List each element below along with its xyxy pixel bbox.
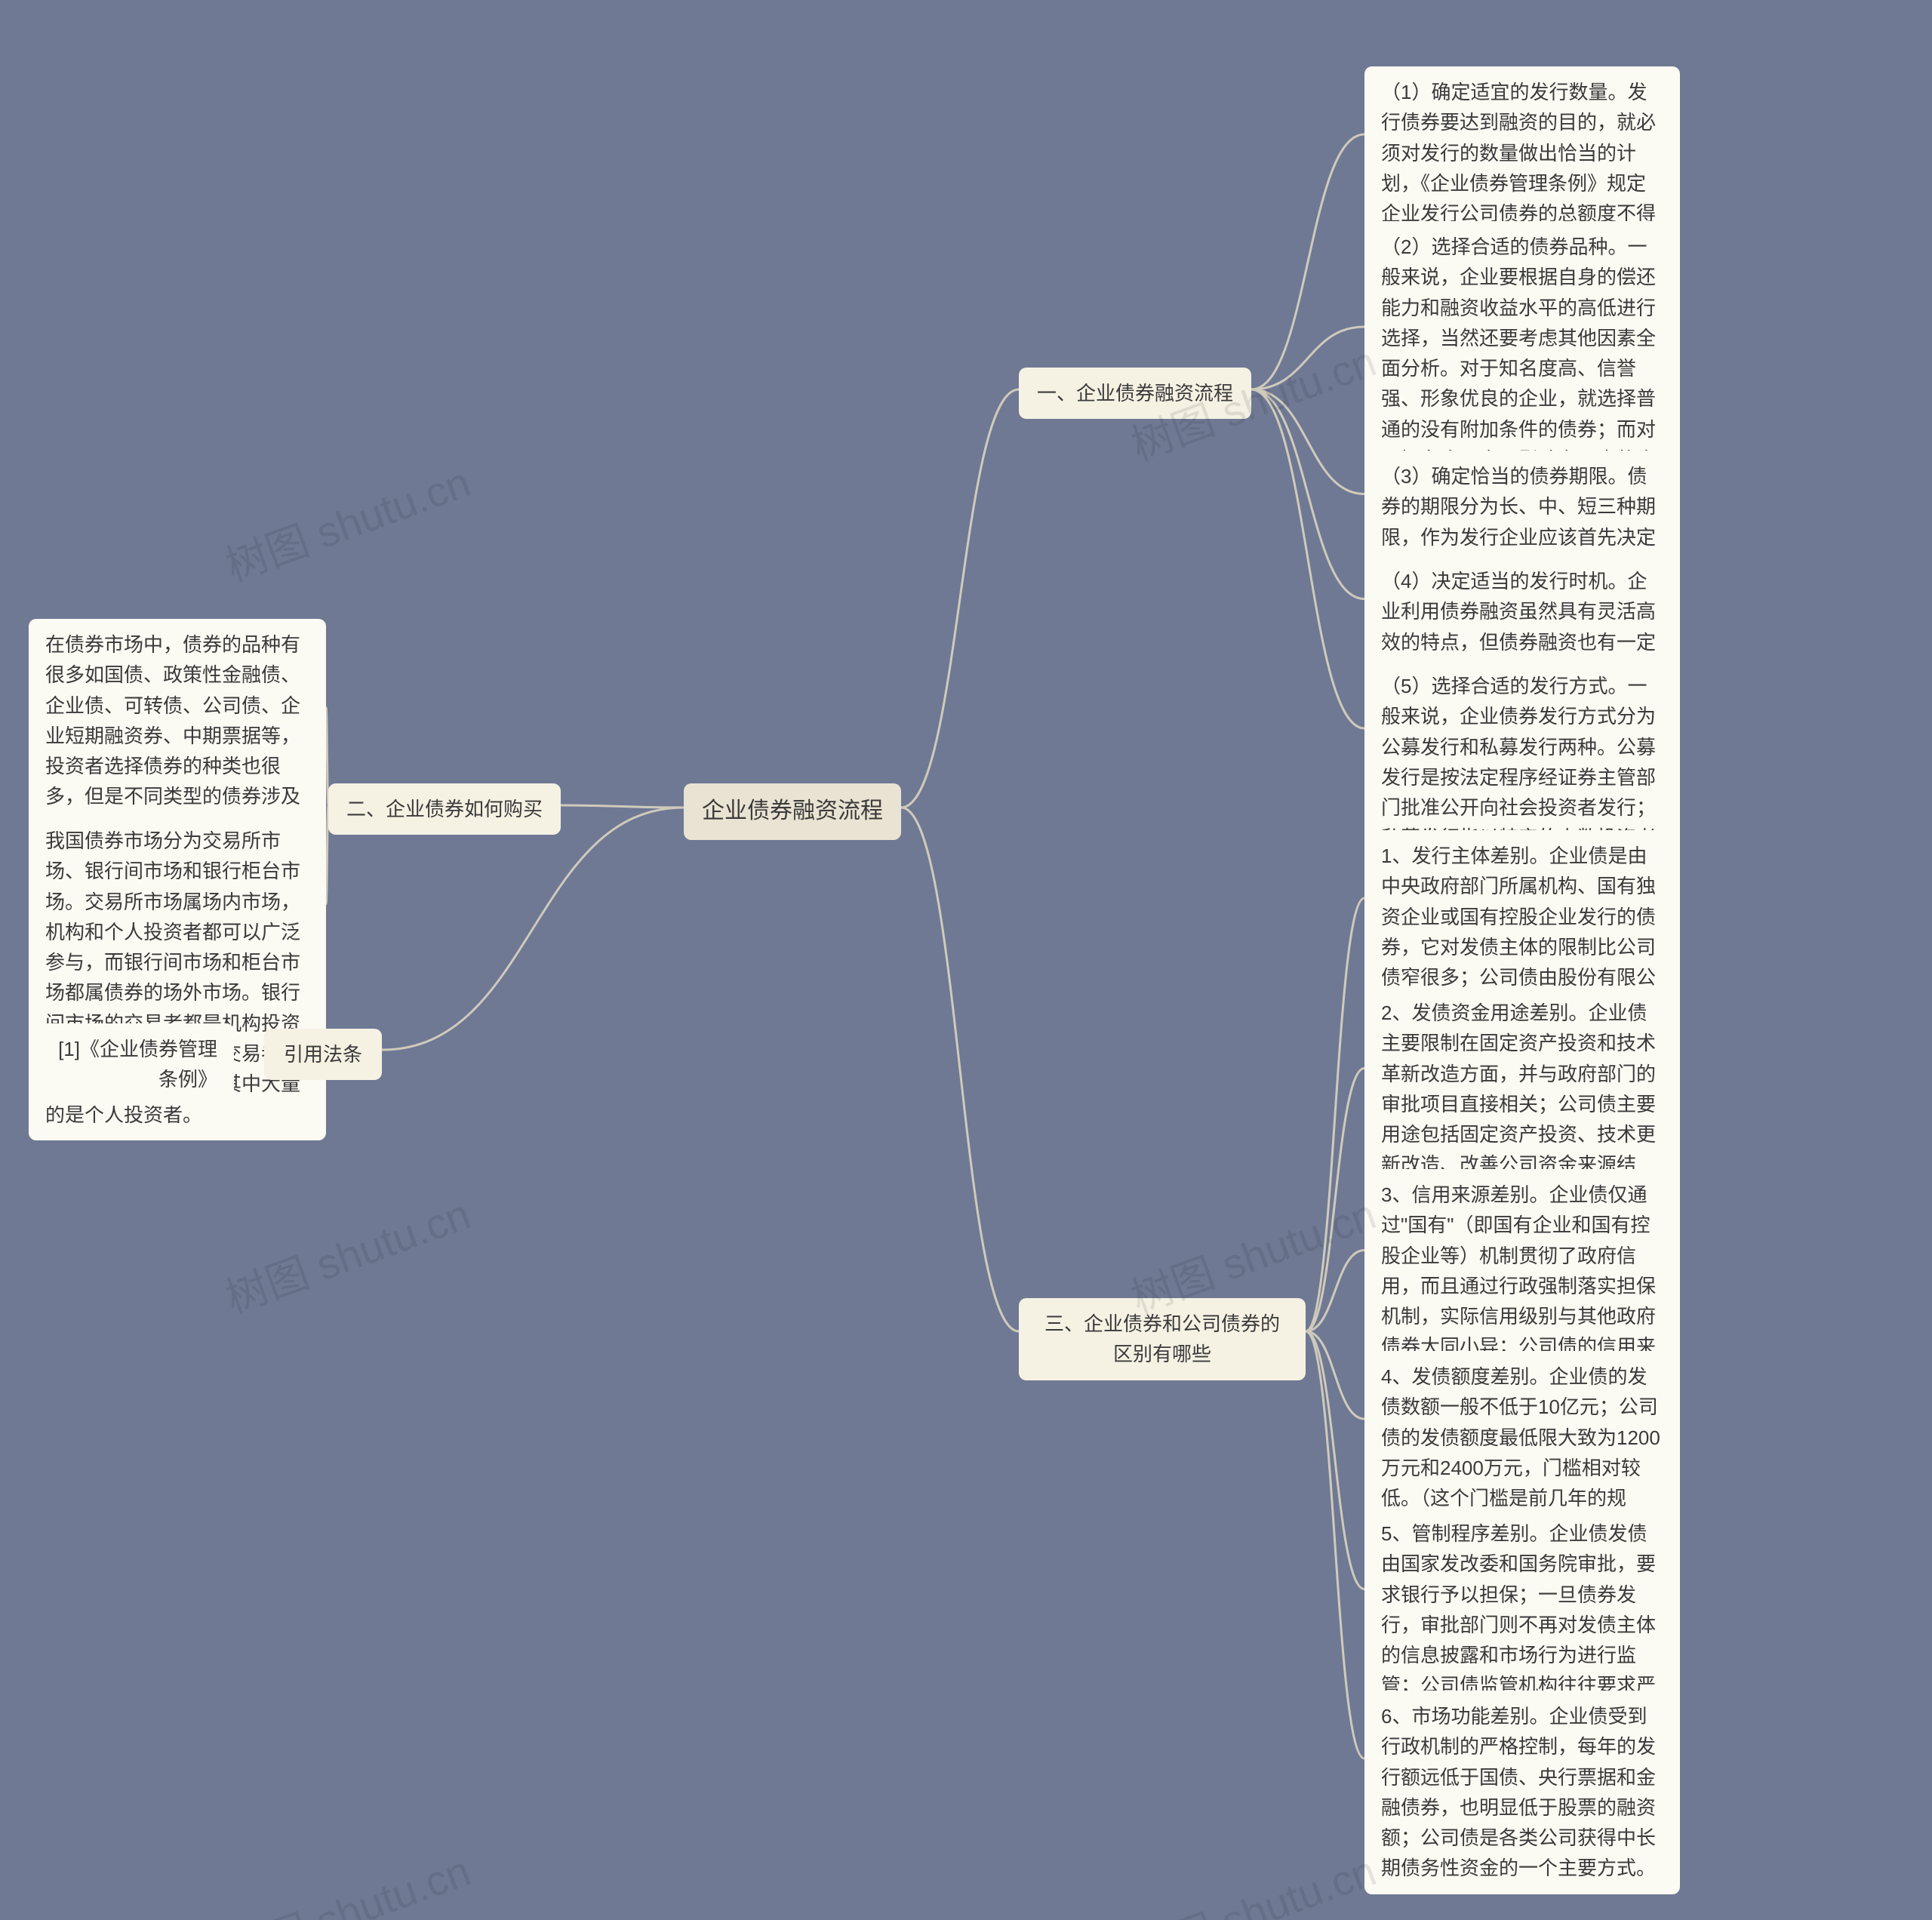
b2: 二、企业债券如何购买 — [328, 783, 561, 835]
watermark-5: 树图 shutu.cn — [1121, 1837, 1383, 1920]
b1: 一、企业债券融资流程 — [1019, 368, 1251, 419]
watermark-0: 树图 shutu.cn — [216, 448, 478, 593]
watermark-4: 树图 shutu.cn — [216, 1837, 478, 1920]
b3: 三、企业债券和公司债券的区别有哪些 — [1019, 1298, 1306, 1380]
root-node: 企业债券融资流程 — [684, 783, 901, 840]
b4l1: [1]《企业债券管理条例》 — [30, 1023, 234, 1106]
b3l6: 6、市场功能差别。企业债受到行政机制的严格控制，每年的发行额远低于国债、央行票据… — [1364, 1691, 1680, 1894]
b4: 引用法条 — [264, 1029, 382, 1080]
mindmap-canvas: 企业债券融资流程一、企业债券融资流程（1）确定适宜的发行数量。发行债券要达到融资… — [0, 0, 1932, 1920]
watermark-2: 树图 shutu.cn — [216, 1180, 478, 1325]
